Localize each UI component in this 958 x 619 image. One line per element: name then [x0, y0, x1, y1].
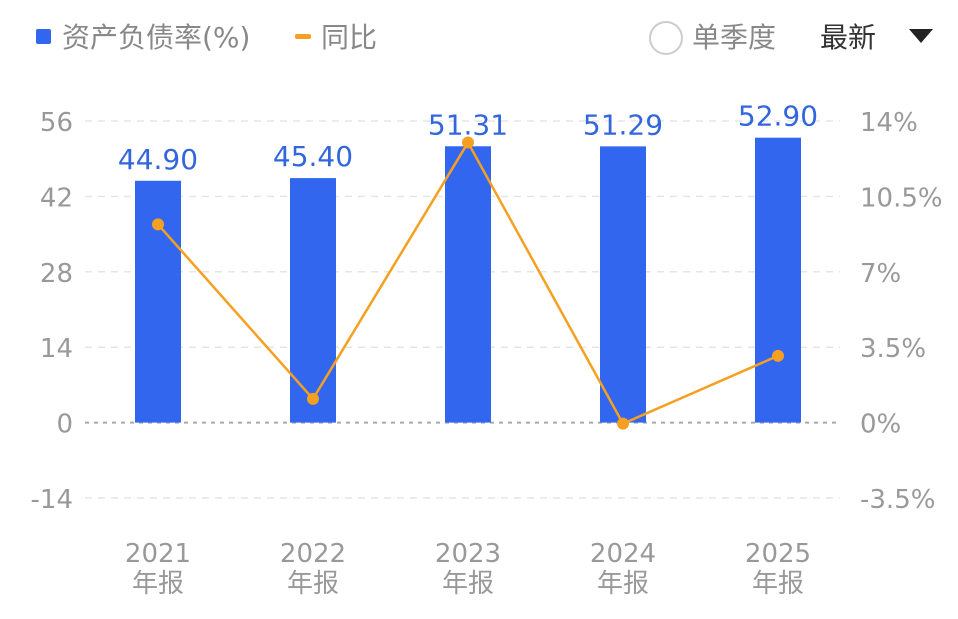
chevron-down-icon[interactable]	[909, 29, 933, 43]
x-category-label: 2022 年报	[280, 539, 346, 599]
bar[interactable]	[135, 180, 181, 423]
bar-value-label: 45.40	[273, 140, 353, 173]
x-category-label: 2021 年报	[125, 539, 191, 599]
legend-line-label: 同比	[321, 21, 377, 54]
y-right-tick-label: 14%	[860, 108, 918, 138]
bar-value-label: 51.29	[583, 108, 663, 141]
yoy-point[interactable]	[462, 136, 474, 149]
single-quarter-toggle[interactable]: 单季度	[649, 21, 776, 55]
bar-value-label: 51.31	[428, 108, 508, 141]
y-left-tick-label: 42	[40, 183, 73, 213]
yoy-point[interactable]	[152, 218, 164, 231]
bars-layer	[135, 137, 801, 423]
yoy-point[interactable]	[307, 392, 319, 405]
period-dropdown[interactable]: 最新	[820, 21, 933, 54]
y-right-tick-label: 10.5%	[860, 183, 943, 213]
y-left-tick-label: -14	[31, 485, 73, 515]
y-right-tick-label: 0%	[860, 410, 901, 440]
x-category-label: 2023 年报	[435, 539, 501, 599]
yoy-point[interactable]	[772, 349, 784, 362]
y-left-tick-label: 56	[40, 108, 73, 138]
bar[interactable]	[600, 146, 646, 423]
yoy-point[interactable]	[617, 417, 629, 430]
bar-value-label: 52.90	[738, 100, 818, 133]
single-quarter-radio[interactable]	[649, 21, 683, 55]
legend-bar-swatch	[36, 29, 51, 44]
y-right-tick-label: -3.5%	[860, 485, 935, 515]
bar[interactable]	[445, 146, 491, 423]
axis-layer: 56 42 28 14 0 -14 14% 10.5% 7% 3.5% 0% -3.5% 2021 年报 2…	[31, 108, 943, 599]
y-left-tick-label: 14	[40, 334, 73, 364]
single-quarter-label[interactable]: 单季度	[692, 21, 776, 54]
legend-bar-label: 资产负债率(%)	[62, 21, 250, 54]
x-category-label: 2024 年报	[590, 539, 656, 599]
y-left-tick-label: 28	[40, 259, 73, 289]
bar-value-label: 44.90	[118, 143, 198, 176]
y-right-tick-label: 7%	[860, 259, 901, 289]
bar[interactable]	[290, 178, 336, 423]
legend-line-swatch	[295, 34, 311, 39]
line-layer	[152, 136, 784, 430]
bar[interactable]	[755, 137, 801, 423]
period-dropdown-value[interactable]: 最新	[820, 21, 876, 54]
y-right-tick-label: 3.5%	[860, 334, 926, 364]
y-left-tick-label: 0	[56, 410, 73, 440]
x-category-label: 2025 年报	[745, 539, 811, 599]
labels-layer: 44.90 45.40 51.31 51.29 52.90	[118, 100, 818, 176]
chart-legend[interactable]: 资产负债率(%) 同比	[36, 21, 377, 54]
